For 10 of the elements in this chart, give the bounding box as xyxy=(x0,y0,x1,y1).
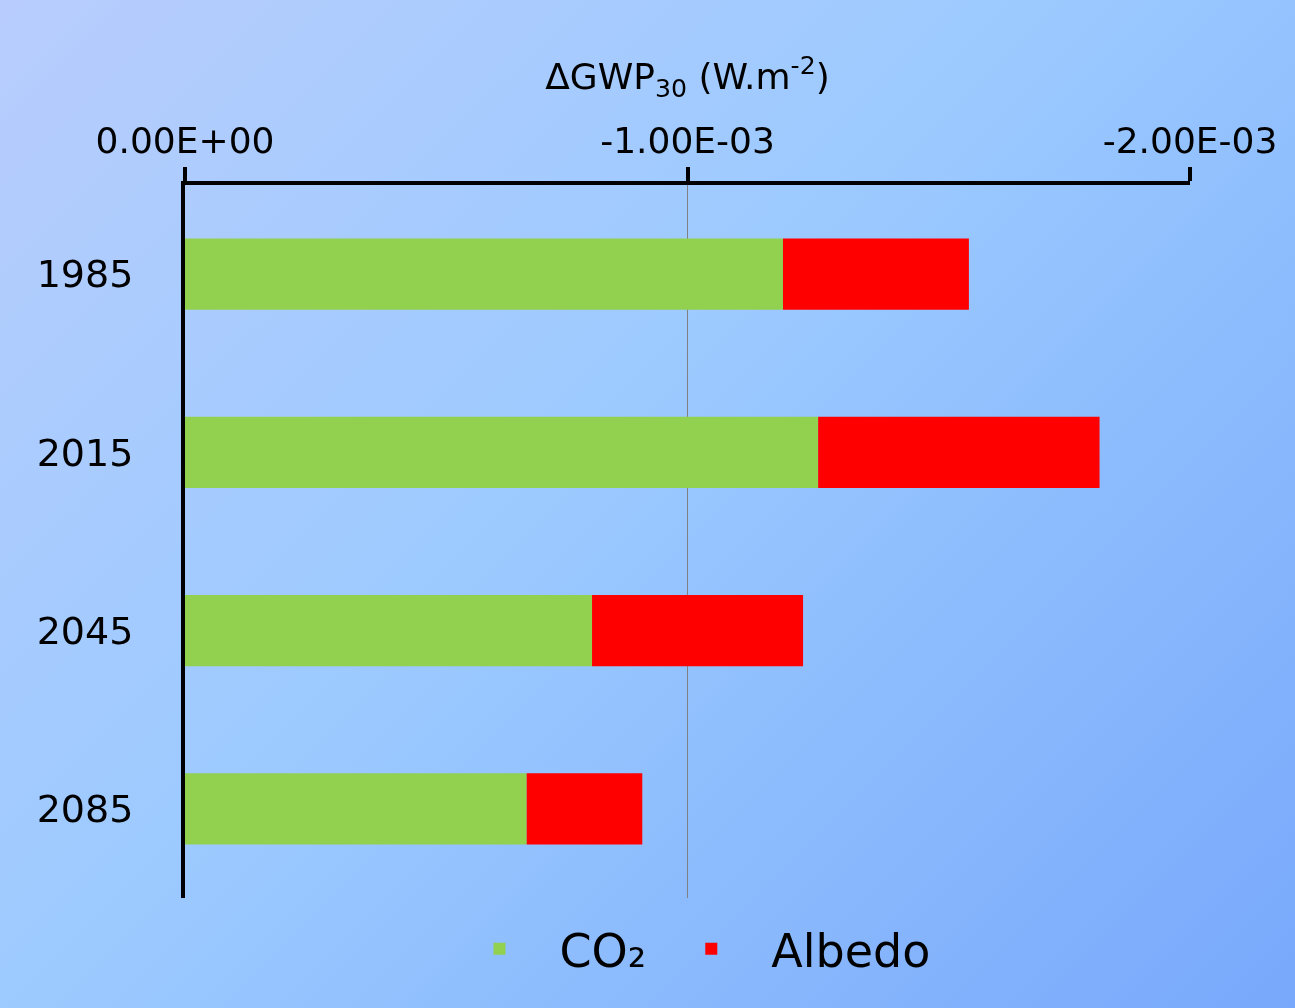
x-tick-label: 0.00E+00 xyxy=(95,119,275,161)
x-tick-label: -1.00E-03 xyxy=(600,119,775,161)
x-axis-title: ΔGWP$_{30}$ (W.m$^{-2}$) xyxy=(545,50,830,103)
legend-label: CO₂ xyxy=(559,923,647,978)
y-tick-label: 1985 xyxy=(36,252,134,297)
legend-label: Albedo xyxy=(771,923,931,978)
y-tick-label: 2085 xyxy=(36,787,134,832)
y-tick-label: 2045 xyxy=(36,608,134,653)
y-tick-label: 2015 xyxy=(36,430,134,475)
x-tick-label: -2.00E-03 xyxy=(1102,119,1278,161)
